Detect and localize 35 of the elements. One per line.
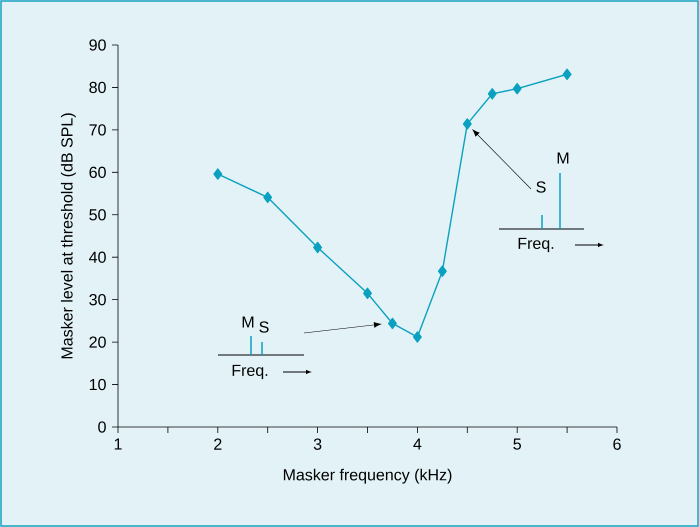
y-tick-label: 80 (89, 82, 106, 94)
annotation: M (242, 316, 254, 328)
point (313, 242, 322, 254)
y-tick-label: 90 (89, 39, 106, 51)
y-tick-label: 0 (98, 421, 106, 433)
point (412, 331, 422, 343)
point (562, 68, 572, 80)
x-axis-title: Masker frequency (kHz) (284, 468, 452, 484)
point (438, 266, 447, 277)
point (462, 118, 472, 130)
y-tick-label: 40 (89, 252, 106, 263)
point (512, 83, 522, 94)
x-tick-label: 6 (613, 438, 621, 450)
point (263, 192, 272, 204)
point (363, 288, 372, 299)
annotation: S (536, 181, 546, 193)
x-tick-label: 5 (513, 438, 521, 450)
annotation: Freq. (518, 238, 554, 252)
x-tick-label: 1 (114, 438, 122, 450)
y-tick-label: 20 (89, 336, 106, 348)
x-tick-label: 4 (413, 438, 422, 450)
y-tick-label: 50 (89, 209, 106, 220)
x-tick-label: 2 (214, 438, 222, 450)
y-tick-label: 30 (89, 294, 106, 306)
y-tick-label: 60 (89, 166, 106, 178)
point (213, 168, 222, 180)
y-tick-label: 70 (89, 124, 106, 136)
point (488, 88, 497, 100)
point (388, 318, 397, 330)
annotation: Freq. (232, 364, 268, 380)
y-tick-label: 10 (90, 378, 106, 390)
annotation: S (259, 321, 269, 333)
x-tick-label: 3 (314, 438, 322, 450)
annotation: M (558, 152, 568, 164)
y-axis-title: Masker level at threshold (dB SPL) (60, 113, 76, 358)
